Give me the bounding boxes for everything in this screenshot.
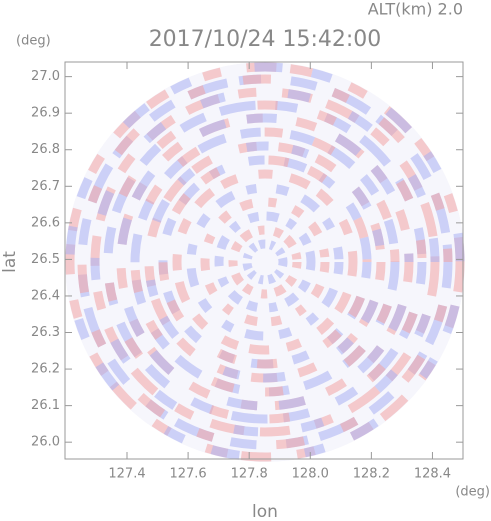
y-tick-label: 26.0 <box>31 435 60 450</box>
x-tick-label: 127.8 <box>231 467 268 482</box>
y-tick-label: 26.4 <box>31 288 60 303</box>
y-tick-label: 26.9 <box>31 106 60 121</box>
x-tick-label: 128.4 <box>414 467 451 482</box>
y-unit: (deg) <box>16 34 51 49</box>
y-tick-label: 26.7 <box>31 179 60 194</box>
y-tick-label: 26.3 <box>31 325 60 340</box>
x-unit: (deg) <box>455 485 490 500</box>
x-tick-label: 127.4 <box>108 467 145 482</box>
radar-field <box>65 62 465 462</box>
x-tick-label: 128.0 <box>292 467 329 482</box>
y-tick-label: 26.1 <box>31 398 60 413</box>
y-tick-label: 26.8 <box>31 142 60 157</box>
y-tick-label: 26.5 <box>31 252 60 267</box>
chart-title: 2017/10/24 15:42:00 <box>149 27 382 52</box>
x-tick-label: 128.2 <box>353 467 390 482</box>
y-tick-label: 27.0 <box>31 69 60 84</box>
y-axis-title: lat <box>0 251 20 273</box>
x-axis-title: lon <box>252 502 278 521</box>
altitude-label: ALT(km) 2.0 <box>368 0 463 19</box>
plot-frame <box>64 61 464 460</box>
y-tick-label: 26.2 <box>31 362 60 377</box>
y-tick-label: 26.6 <box>31 215 60 230</box>
x-tick-label: 127.6 <box>169 467 206 482</box>
